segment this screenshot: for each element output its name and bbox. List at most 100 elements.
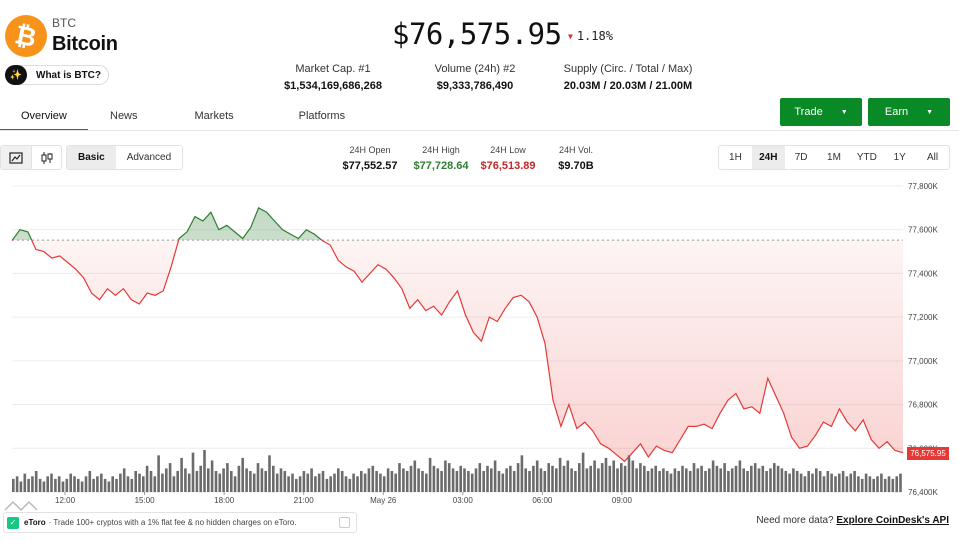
volume-bar — [620, 463, 623, 492]
etoro-promo-banner[interactable]: ✓ eToro · Trade 100+ cryptos with a 1% f… — [3, 512, 357, 533]
ohlc-value: $77,552.57 — [342, 160, 398, 172]
range-1y[interactable]: 1Y — [893, 152, 906, 163]
volume-bar — [50, 473, 53, 492]
line-chart-button[interactable] — [1, 146, 31, 169]
volume-bar — [788, 473, 791, 492]
ohlc-label: 24H Low — [490, 145, 526, 155]
range-ytd[interactable]: YTD — [856, 152, 877, 163]
volume-bar — [880, 473, 883, 492]
stat-label: Supply (Circ. / Total / Max) — [563, 63, 693, 75]
volume-bar — [84, 476, 88, 493]
volume-bar — [773, 463, 776, 492]
volume-bar — [245, 468, 248, 492]
tab-news[interactable]: News — [110, 110, 138, 122]
volume-bar — [578, 463, 581, 492]
volume-bar — [482, 471, 485, 492]
volume-bar — [570, 468, 573, 492]
what-is-btc-button[interactable]: ✨ What is BTC? — [5, 65, 109, 85]
mode-basic[interactable]: Basic — [67, 146, 116, 169]
ohlc-high: 24H High $77,728.64 — [401, 145, 481, 172]
etoro-logo-icon: ✓ — [7, 516, 19, 529]
range-all[interactable]: All — [927, 152, 939, 163]
volume-bar — [233, 476, 237, 493]
volume-bar — [157, 455, 160, 493]
volume-bar — [367, 468, 371, 492]
volume-bar — [738, 460, 742, 492]
volume-bar — [883, 478, 887, 492]
volume-bar — [792, 468, 795, 492]
volume-bar — [497, 471, 501, 492]
volume-bar — [665, 471, 669, 492]
volume-bar — [180, 457, 183, 492]
volume-bar — [210, 460, 214, 492]
current-price-tag: 76,575.95 — [907, 447, 949, 460]
volume-bar — [409, 465, 413, 493]
volume-bar — [826, 471, 830, 492]
volume-bar — [761, 465, 765, 493]
range-1h[interactable]: 1H — [729, 152, 742, 163]
volume-bar — [765, 471, 768, 492]
volume-bar — [860, 478, 864, 492]
volume-bar — [230, 471, 233, 492]
volume-bar — [558, 457, 562, 492]
ohlc-volume: 24H Vol. $9.70B — [536, 145, 616, 172]
tab-overview[interactable]: Overview — [0, 100, 88, 131]
volume-bar — [122, 468, 126, 492]
volume-bar — [27, 478, 30, 492]
volume-bar — [321, 471, 325, 492]
volume-bar — [864, 473, 868, 492]
mode-toggle: Basic Advanced — [66, 145, 184, 170]
x-tick-label: 09:00 — [612, 496, 633, 505]
volume-bar — [440, 471, 443, 492]
x-tick-label: 12:00 — [55, 496, 76, 505]
volume-bar — [490, 468, 493, 492]
ohlc-label: 24H High — [422, 145, 460, 155]
close-promo-icon[interactable] — [339, 517, 350, 528]
volume-bar — [425, 473, 428, 492]
explore-api-link[interactable]: Explore CoinDesk's API — [836, 515, 949, 526]
volume-bar — [436, 468, 440, 492]
volume-bar — [207, 468, 210, 492]
volume-bar — [750, 465, 753, 493]
api-prefix: Need more data? — [756, 515, 834, 526]
volume-bar — [15, 476, 19, 493]
volume-bar — [857, 476, 860, 493]
volume-bar — [153, 476, 157, 493]
y-tick-label: 77,800K — [908, 182, 938, 191]
page-tabs: Overview News Markets Platforms — [0, 100, 366, 131]
volume-bar — [604, 457, 608, 492]
volume-bar — [708, 468, 711, 492]
volume-bar — [92, 478, 95, 492]
volume-bar — [799, 473, 803, 492]
volume-bar — [360, 471, 363, 492]
y-tick-label: 77,600K — [908, 226, 938, 235]
volume-bar — [730, 468, 734, 492]
volume-bar — [795, 471, 799, 492]
volume-bar — [54, 478, 57, 492]
volume-bar — [325, 478, 329, 492]
price-chart[interactable]: 77,800K 77,600K 77,400K 77,200K 77,000K 76,80… — [0, 176, 959, 506]
mode-advanced[interactable]: Advanced — [126, 152, 172, 163]
volume-bar — [658, 471, 661, 492]
y-tick-label: 77,000K — [908, 357, 938, 366]
range-1m[interactable]: 1M — [827, 152, 841, 163]
range-24h[interactable]: 24H — [751, 146, 785, 169]
candlestick-chart-button[interactable] — [31, 146, 61, 169]
ohlc-value: $9.70B — [558, 160, 594, 172]
range-7d[interactable]: 7D — [794, 152, 808, 163]
volume-bar — [845, 476, 849, 493]
earn-button[interactable]: Earn ▼ — [868, 98, 950, 126]
volume-bar — [268, 455, 271, 493]
tab-markets[interactable]: Markets — [194, 110, 234, 122]
volume-bar — [616, 468, 619, 492]
trade-button[interactable]: Trade ▼ — [780, 98, 862, 126]
volume-bar — [505, 468, 508, 492]
volume-bar — [723, 463, 726, 492]
volume-bar — [608, 465, 612, 493]
volume-bar — [501, 473, 505, 492]
tab-platforms[interactable]: Platforms — [298, 110, 346, 122]
volume-bar — [757, 468, 761, 492]
volume-bar — [115, 478, 118, 492]
volume-bar — [226, 463, 229, 492]
volume-bar — [474, 468, 478, 492]
